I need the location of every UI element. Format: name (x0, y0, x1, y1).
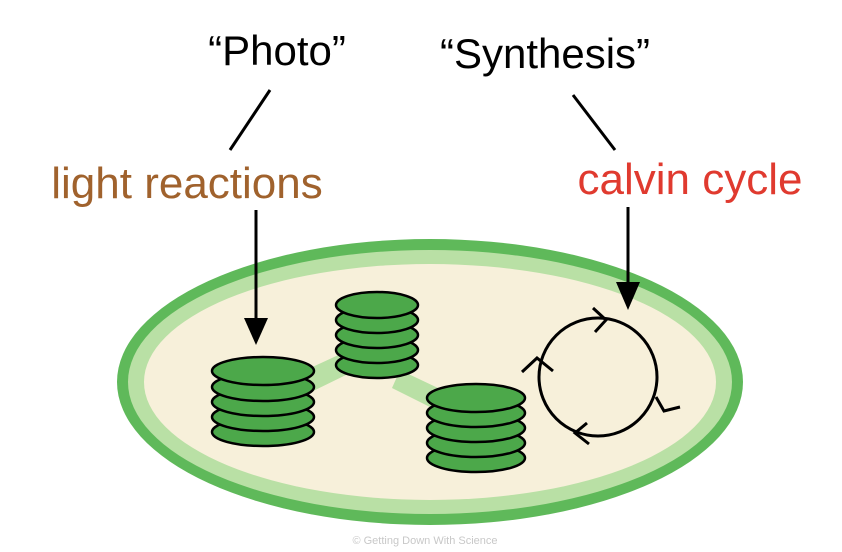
thylakoid-disc (210, 355, 316, 387)
credit-text: © Getting Down With Science (352, 535, 497, 547)
granum-middle (334, 290, 420, 380)
cycle-arrowhead-left (520, 356, 554, 374)
cycle-arrowhead-top (591, 306, 609, 334)
cycle-arrowhead-bottom (572, 421, 590, 446)
cycle-arrowhead-right (654, 396, 681, 413)
light-reactions-label: light reactions (51, 159, 322, 208)
synthesis-connector-line (571, 94, 617, 151)
granum-right (425, 382, 527, 474)
calvin-cycle-arrow (616, 207, 640, 310)
granum-left (210, 355, 316, 448)
thylakoid-disc (334, 290, 420, 320)
light-reactions-arrow (244, 210, 268, 345)
photo-label: “Photo” (208, 27, 346, 74)
calvin-cycle-loop (520, 306, 681, 446)
synthesis-label: “Synthesis” (440, 30, 650, 77)
photo-connector-line (228, 89, 272, 151)
calvin-cycle-label: calvin cycle (578, 155, 803, 204)
thylakoid-disc (425, 382, 527, 414)
